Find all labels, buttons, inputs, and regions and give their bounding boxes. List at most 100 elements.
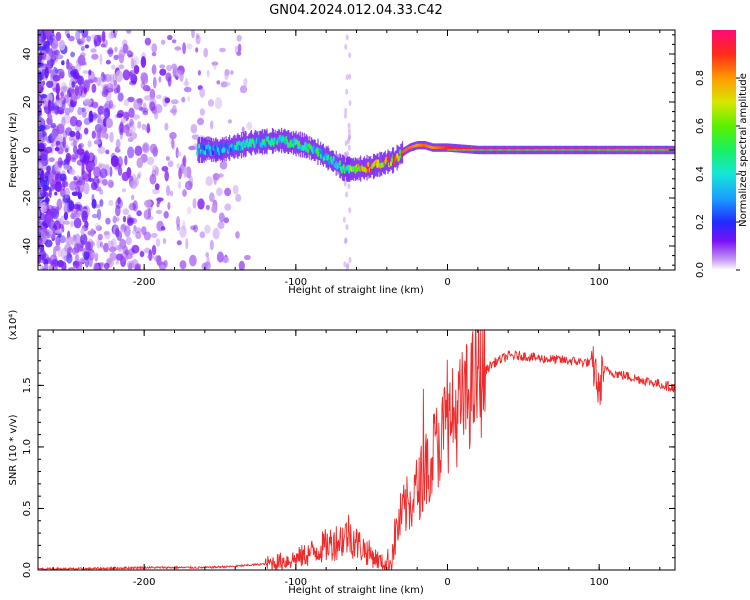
noise-speckle bbox=[116, 113, 124, 119]
noise-speckle bbox=[50, 259, 59, 268]
noise-speckle bbox=[43, 258, 49, 266]
noise-speckle bbox=[122, 69, 131, 81]
noise-speckle bbox=[70, 154, 79, 160]
noise-speckle bbox=[61, 100, 66, 112]
noise-speckle bbox=[38, 54, 42, 61]
x-tick-label: 100 bbox=[590, 577, 609, 588]
noise-speckle bbox=[48, 114, 53, 120]
noise-speckle bbox=[163, 211, 169, 219]
noise-speckle bbox=[149, 88, 156, 101]
figure-title: GN04.2024.012.04.33.C42 bbox=[269, 3, 443, 18]
noise-speckle bbox=[88, 178, 95, 182]
noise-speckle bbox=[127, 96, 135, 103]
x-tick-label: -200 bbox=[133, 577, 156, 588]
carrier-halo bbox=[369, 156, 371, 178]
noise-speckle bbox=[38, 239, 45, 245]
noise-speckle bbox=[143, 95, 152, 101]
noise-speckle bbox=[84, 44, 90, 49]
carrier-core bbox=[196, 150, 199, 156]
noise-speckle bbox=[88, 69, 92, 76]
noise-speckle bbox=[51, 233, 56, 242]
carrier-halo bbox=[238, 135, 240, 157]
noise-speckle bbox=[155, 209, 163, 215]
noise-speckle bbox=[75, 30, 81, 42]
noise-speckle bbox=[58, 39, 66, 51]
noise-speckle bbox=[77, 40, 84, 46]
noise-speckle bbox=[60, 86, 67, 93]
noise-speckle bbox=[64, 187, 71, 199]
noise-speckle bbox=[127, 218, 134, 227]
noise-speckle bbox=[216, 187, 223, 197]
noise-speckle bbox=[38, 36, 42, 43]
noise-speckle bbox=[115, 204, 121, 217]
noise-speckle bbox=[63, 220, 70, 225]
noise-speckle bbox=[149, 101, 156, 112]
carrier-halo bbox=[293, 133, 295, 153]
carrier-core bbox=[319, 153, 323, 159]
noise-speckle bbox=[235, 231, 240, 239]
noise-speckle bbox=[61, 261, 67, 270]
noise-speckle bbox=[151, 64, 157, 75]
noise-speckle bbox=[99, 199, 104, 207]
y-tick-label: 0.5 bbox=[22, 501, 33, 517]
noise-speckle bbox=[110, 155, 119, 168]
noise-speckle bbox=[223, 217, 229, 224]
noise-speckle bbox=[38, 53, 44, 61]
carrier-halo bbox=[205, 138, 207, 162]
carrier-halo bbox=[365, 158, 367, 178]
noise-speckle bbox=[63, 94, 69, 104]
carrier-halo bbox=[288, 130, 290, 154]
noise-speckle bbox=[87, 248, 95, 261]
carrier-halo bbox=[214, 138, 216, 162]
noise-speckle bbox=[88, 258, 93, 268]
carrier-core bbox=[229, 147, 233, 152]
noise-speckle bbox=[141, 107, 149, 113]
noise-speckle bbox=[348, 73, 352, 80]
noise-speckle bbox=[142, 102, 147, 113]
carrier-band bbox=[196, 127, 675, 182]
noise-speckle bbox=[38, 131, 43, 142]
carrier-core bbox=[335, 160, 338, 166]
noise-speckle bbox=[45, 229, 52, 238]
carrier-core bbox=[398, 155, 401, 161]
noise-speckle bbox=[107, 240, 114, 248]
x-tick-label: -100 bbox=[284, 577, 307, 588]
carrier-halo bbox=[392, 147, 395, 173]
noise-speckle bbox=[154, 183, 160, 191]
noise-speckle bbox=[238, 260, 245, 270]
carrier-core bbox=[396, 153, 399, 159]
noise-speckle bbox=[83, 79, 91, 89]
noise-speckle bbox=[146, 156, 155, 166]
noise-speckle bbox=[144, 37, 152, 46]
carrier-core bbox=[342, 164, 345, 170]
noise-speckle bbox=[91, 101, 99, 109]
noise-speckle bbox=[241, 126, 245, 134]
noise-speckle bbox=[70, 51, 75, 58]
noise-speckle bbox=[199, 108, 205, 116]
carrier-core bbox=[205, 144, 208, 150]
noise-speckle bbox=[91, 83, 97, 93]
noise-speckle bbox=[130, 132, 138, 140]
noise-speckle bbox=[191, 134, 200, 140]
carrier-core bbox=[272, 141, 275, 147]
noise-speckle bbox=[100, 133, 109, 139]
noise-speckle bbox=[136, 98, 143, 104]
carrier-core bbox=[318, 148, 322, 154]
carrier-halo bbox=[232, 136, 234, 158]
noise-speckle bbox=[81, 109, 87, 118]
noise-speckle bbox=[92, 155, 98, 167]
noise-speckle bbox=[72, 260, 80, 269]
carrier-core bbox=[290, 142, 294, 148]
noise-speckle bbox=[344, 140, 348, 147]
noise-speckle bbox=[206, 256, 210, 266]
noise-speckle bbox=[216, 251, 224, 263]
noise-speckle bbox=[46, 165, 51, 173]
noise-speckle bbox=[50, 124, 55, 129]
noise-speckle bbox=[160, 39, 166, 45]
noise-speckle bbox=[216, 80, 221, 85]
noise-speckle bbox=[124, 249, 129, 256]
carrier-halo bbox=[393, 152, 395, 168]
noise-speckle bbox=[179, 225, 187, 238]
noise-speckle bbox=[96, 208, 102, 221]
noise-speckle bbox=[343, 180, 347, 187]
